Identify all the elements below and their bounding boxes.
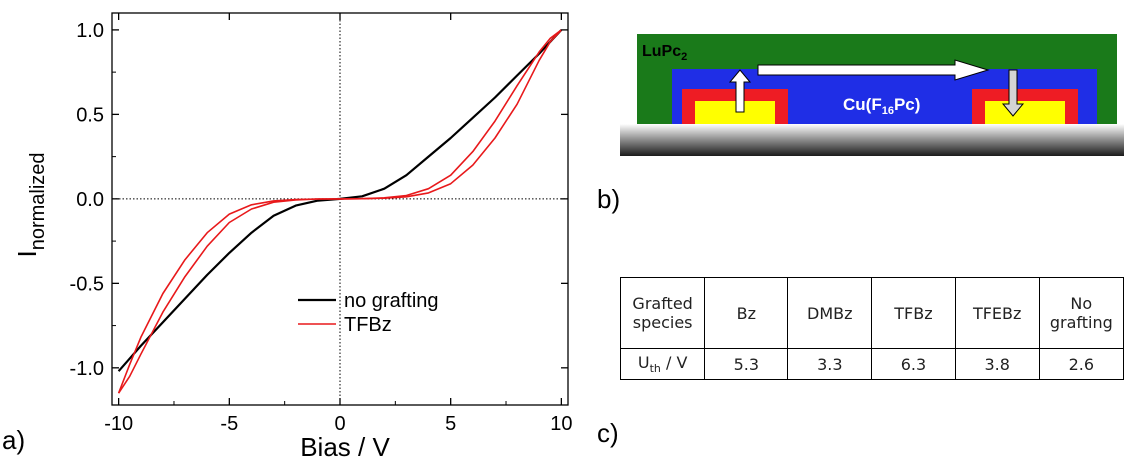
zero-lines bbox=[112, 13, 568, 405]
svg-text:Inormalized: Inormalized bbox=[12, 152, 49, 257]
table-value-no-grafting: 2.6 bbox=[1038, 348, 1124, 380]
right-electrode-yellow bbox=[985, 101, 1065, 126]
table-col-bz: Bz bbox=[704, 277, 789, 349]
x-tick-label: 10 bbox=[550, 413, 572, 435]
up-arrow bbox=[728, 69, 752, 113]
lupc2-label: LuPc2 bbox=[642, 43, 687, 63]
device-schematic: LuPc2 Cu(F16Pc) bbox=[620, 34, 1124, 156]
table-header-row: Grafted species Bz DMBz TFBz TFEBz No gr… bbox=[619, 277, 1124, 349]
ticks: -10 -5 0 5 10 -1.0 -0.5 0.0 0.5 1.0 bbox=[70, 13, 572, 435]
y-tick-label: 1.0 bbox=[76, 20, 104, 42]
legend-label: no grafting bbox=[344, 290, 439, 312]
table-col-tfebz: TFEBz bbox=[954, 277, 1040, 349]
series-layer bbox=[117, 29, 563, 394]
table-col-no-grafting: No grafting bbox=[1038, 277, 1124, 349]
y-axis-label-sub: normalized bbox=[27, 152, 49, 250]
threshold-table: Grafted species Bz DMBz TFBz TFEBz No gr… bbox=[619, 277, 1124, 380]
panel-label-b: b) bbox=[597, 184, 621, 214]
horizontal-arrow bbox=[757, 59, 990, 81]
table-value-bz: 5.3 bbox=[704, 348, 789, 380]
legend-label: TFBz bbox=[344, 314, 392, 336]
y-tick-label: 0.5 bbox=[76, 104, 104, 126]
table-value-tfebz: 3.8 bbox=[954, 348, 1040, 380]
panel-label-c: c) bbox=[597, 418, 619, 448]
series-line-0 bbox=[117, 29, 563, 372]
table-clip: Grafted species Bz DMBz TFBz TFEBz No gr… bbox=[600, 270, 1124, 410]
series-line-2 bbox=[117, 29, 562, 394]
table-value-tfbz: 6.3 bbox=[871, 348, 956, 380]
x-tick-label: -5 bbox=[220, 413, 238, 435]
table-value-row: Uth / V 5.3 3.3 6.3 3.8 2.6 bbox=[619, 348, 1124, 380]
panel-label-a: a) bbox=[2, 425, 26, 455]
down-arrow bbox=[1001, 69, 1025, 117]
substrate bbox=[620, 124, 1124, 156]
y-tick-label: -0.5 bbox=[70, 273, 104, 295]
iv-chart: -10 -5 0 5 10 -1.0 -0.5 0.0 0.5 1.0 no graftingTF… bbox=[12, 12, 572, 462]
x-axis-label: Bias / V bbox=[300, 432, 390, 462]
table-header-cell: Grafted species bbox=[619, 277, 706, 349]
table-row-label: Uth / V bbox=[619, 348, 706, 380]
left-electrode-yellow bbox=[695, 101, 775, 126]
table-value-dmbz: 3.3 bbox=[787, 348, 873, 380]
y-tick-label: -1.0 bbox=[70, 358, 104, 380]
x-tick-label: 5 bbox=[445, 413, 456, 435]
table-col-dmbz: DMBz bbox=[787, 277, 873, 349]
x-tick-label: -10 bbox=[104, 413, 133, 435]
y-tick-label: 0.0 bbox=[76, 189, 104, 211]
cuf16pc-label: Cu(F16Pc) bbox=[843, 95, 920, 117]
table-col-tfbz: TFBz bbox=[871, 277, 956, 349]
y-axis-label-main: I bbox=[12, 250, 42, 257]
y-axis-label: Inormalized bbox=[12, 152, 49, 257]
x-tick-label: 0 bbox=[334, 413, 345, 435]
